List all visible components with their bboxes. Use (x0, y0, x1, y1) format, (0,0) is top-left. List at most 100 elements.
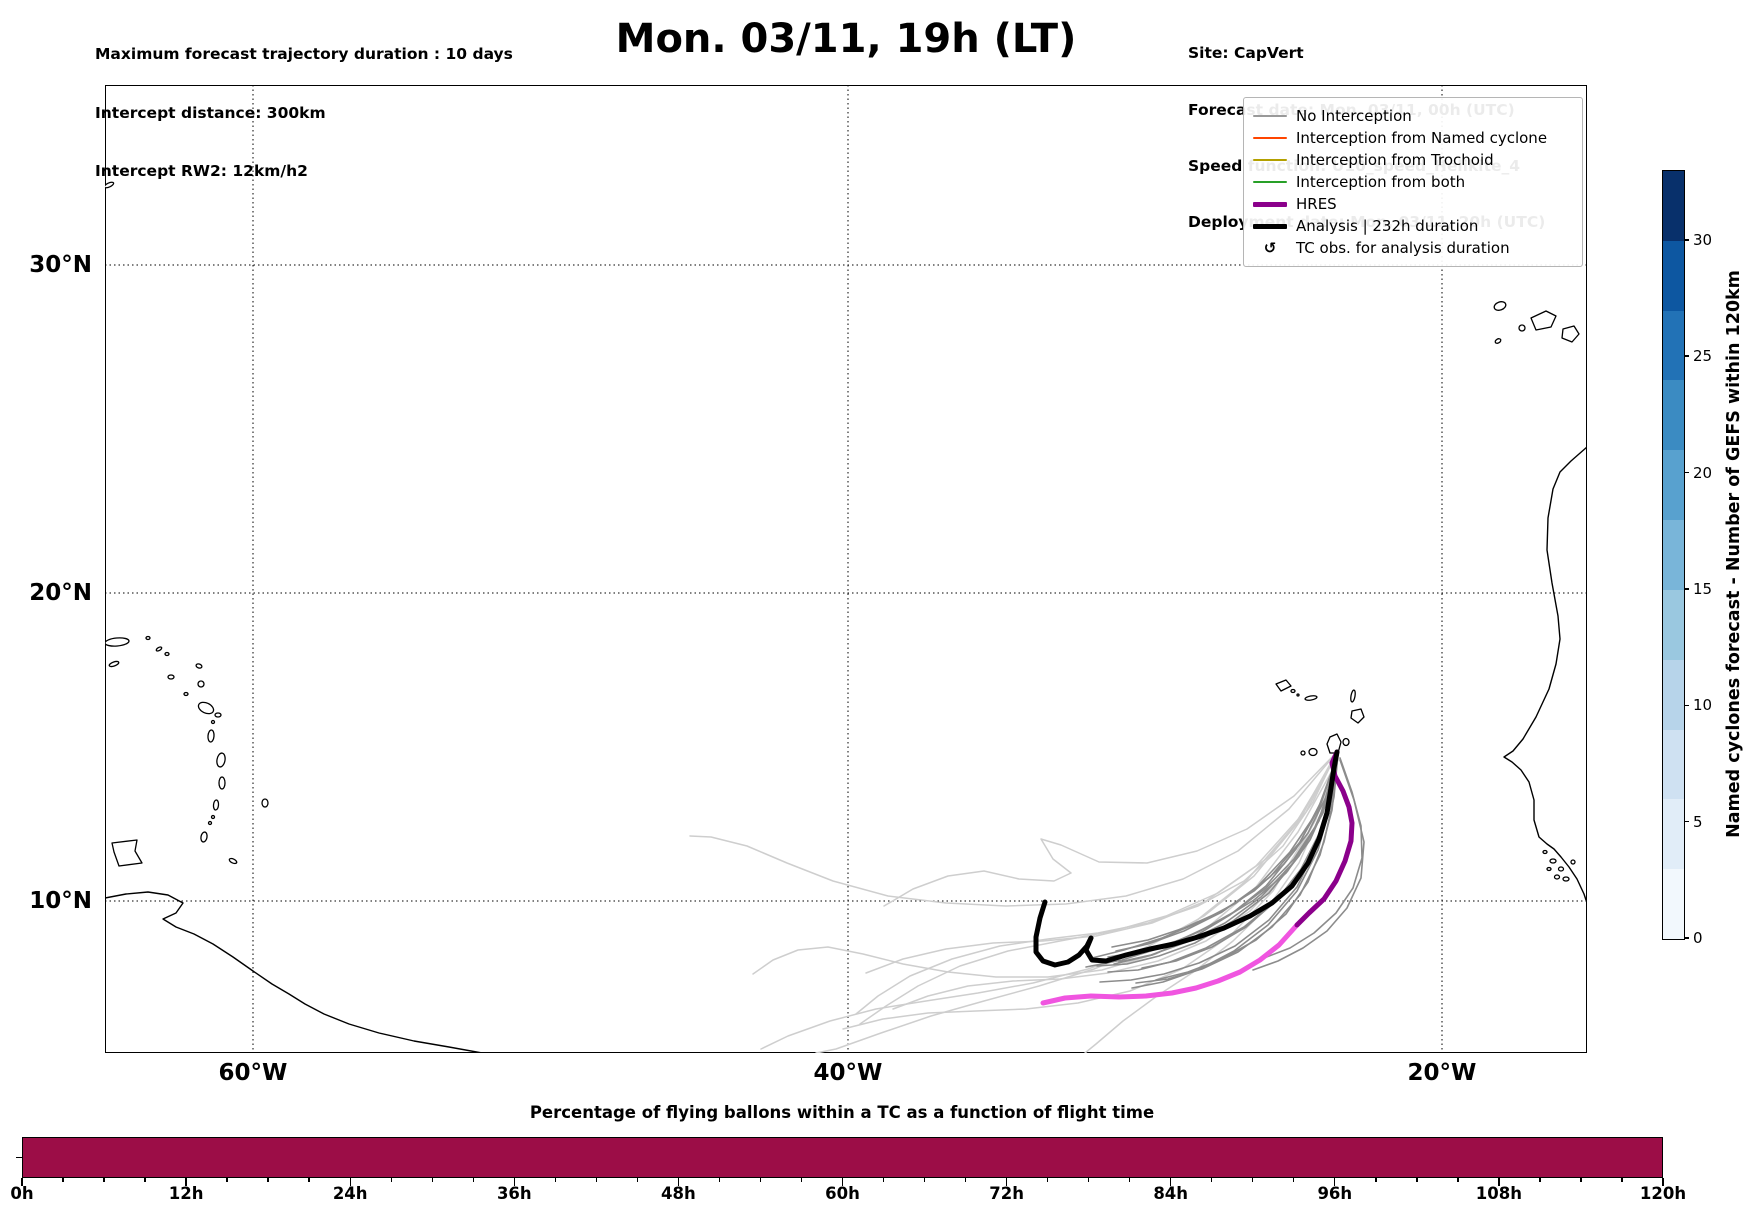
bottom-chart-major-tick (1498, 1178, 1500, 1186)
legend-line-swatch (1253, 159, 1287, 161)
bottom-chart-major-tick (841, 1178, 844, 1186)
trajectory-no-interception-faded-members- (865, 751, 1338, 974)
colorbar-tick (1684, 588, 1689, 590)
bottom-chart-minor-tick (1539, 1178, 1541, 1182)
island (105, 181, 115, 189)
bottom-chart-xtick-label: 84h (1153, 1184, 1189, 1203)
colorbar-tick (1684, 937, 1689, 939)
trajectory-no-interception-faded-members- (689, 751, 1338, 907)
island (212, 799, 220, 811)
bottom-chart-minor-tick (1621, 1178, 1623, 1182)
island (1549, 858, 1557, 864)
bottom-chart-xtick-label: 24h (332, 1184, 368, 1203)
legend-item: No Interception (1253, 105, 1572, 127)
legend-line-swatch (1253, 223, 1287, 229)
bottom-chart-major-tick (1334, 1178, 1336, 1186)
legend-line-swatch (1253, 223, 1287, 229)
island (1546, 866, 1552, 872)
island (111, 839, 143, 867)
bottom-chart-minor-tick (62, 1178, 64, 1182)
bottom-chart-xtick-label: 36h (496, 1184, 532, 1203)
bottom-chart-minor-tick (964, 1178, 967, 1182)
bottom-chart-xtick-label: 96h (1317, 1184, 1353, 1203)
legend-line-swatch (1253, 115, 1287, 117)
bottom-chart-minor-tick (800, 1178, 803, 1182)
trajectory-no-interception (1135, 753, 1339, 984)
island (1308, 747, 1318, 757)
island (210, 719, 216, 725)
island (195, 663, 203, 669)
trajectory-no-interception (1252, 759, 1365, 971)
bottom-chart-minor-tick (1128, 1178, 1131, 1182)
island (164, 651, 170, 657)
bottom-chart-minor-tick (103, 1178, 105, 1182)
bottom-chart-minor-tick (144, 1178, 146, 1182)
bottom-chart-ytick (16, 1157, 22, 1159)
island (197, 680, 205, 688)
bottom-chart-minor-tick (1375, 1178, 1377, 1182)
bottom-chart-major-tick (21, 1178, 23, 1186)
bottom-chart-xtick-label: 108h (1475, 1184, 1522, 1203)
colorbar-band (1663, 310, 1684, 381)
annotation-top-left: Maximum forecast trajectory duration : 1… (95, 6, 513, 221)
legend-line-swatch (1253, 201, 1287, 207)
colorbar-band (1663, 729, 1684, 800)
colorbar-tick (1684, 820, 1689, 823)
bottom-chart-minor-tick (923, 1178, 926, 1182)
island (1342, 737, 1350, 747)
annotation-site: Site: CapVert (1188, 44, 1304, 63)
colorbar-tick-label: 10 (1693, 696, 1713, 715)
island (1300, 750, 1306, 756)
colorbar-tick (1684, 471, 1689, 474)
bottom-chart-minor-tick (1293, 1178, 1295, 1182)
bottom-chart-minor-tick (1046, 1178, 1049, 1182)
legend-item-label: No Interception (1296, 107, 1412, 125)
colorbar-tick-label: 15 (1693, 579, 1713, 598)
bottom-chart-minor-tick (267, 1178, 269, 1182)
island (1562, 876, 1570, 882)
bottom-chart-major-tick (513, 1178, 515, 1186)
bottom-chart-xtick-label: 120h (1639, 1184, 1687, 1203)
trajectory-hres-magenta-segment- (1040, 922, 1300, 1006)
legend-item: Interception from both (1253, 171, 1572, 193)
bottom-chart-minor-tick (226, 1178, 228, 1182)
xtick-label: 20°W (1407, 1060, 1477, 1086)
map-legend: No Interception Interception from Named c… (1243, 97, 1583, 267)
bottom-chart-minor-tick (431, 1178, 433, 1182)
map-layers (105, 85, 1587, 1053)
island (228, 857, 238, 865)
colorbar-tick-label: 25 (1693, 347, 1713, 366)
island (1290, 688, 1296, 694)
island (1570, 859, 1576, 865)
legend-line-swatch (1253, 201, 1287, 207)
island (1542, 849, 1548, 855)
island (1557, 866, 1565, 872)
island (1530, 310, 1557, 331)
bottom-chart-major-tick (1170, 1178, 1172, 1186)
xtick-label: 40°W (813, 1060, 883, 1086)
legend-item-label: Interception from both (1296, 173, 1466, 191)
colorbar-tick (1684, 239, 1689, 241)
colorbar-label: Named cyclones forecast - Number of GEFS… (1724, 270, 1744, 838)
coastline (105, 891, 483, 1053)
trajectory-no-interception-faded-members- (760, 754, 1338, 1050)
legend-item-label: HRES (1296, 195, 1337, 213)
colorbar-band (1663, 519, 1684, 590)
island (1326, 733, 1342, 754)
island (1553, 874, 1561, 880)
trajectory-no-interception-faded-members- (883, 751, 1338, 907)
bottom-chart-minor-tick (1457, 1178, 1459, 1182)
bottom-chart-minor-tick (308, 1178, 310, 1182)
bottom-chart-minor-tick (554, 1178, 557, 1182)
legend-item: Interception from Named cyclone (1253, 127, 1572, 149)
island (1275, 679, 1292, 692)
colorbar-band (1663, 868, 1684, 939)
xtick-label: 60°W (218, 1060, 288, 1086)
legend-line-swatch (1253, 181, 1287, 183)
colorbar-band (1663, 379, 1684, 451)
bottom-chart-minor-tick (1580, 1178, 1582, 1182)
island (1494, 338, 1502, 344)
bottom-chart-minor-tick (636, 1178, 639, 1182)
bottom-chart-xtick-label: 48h (661, 1184, 696, 1203)
